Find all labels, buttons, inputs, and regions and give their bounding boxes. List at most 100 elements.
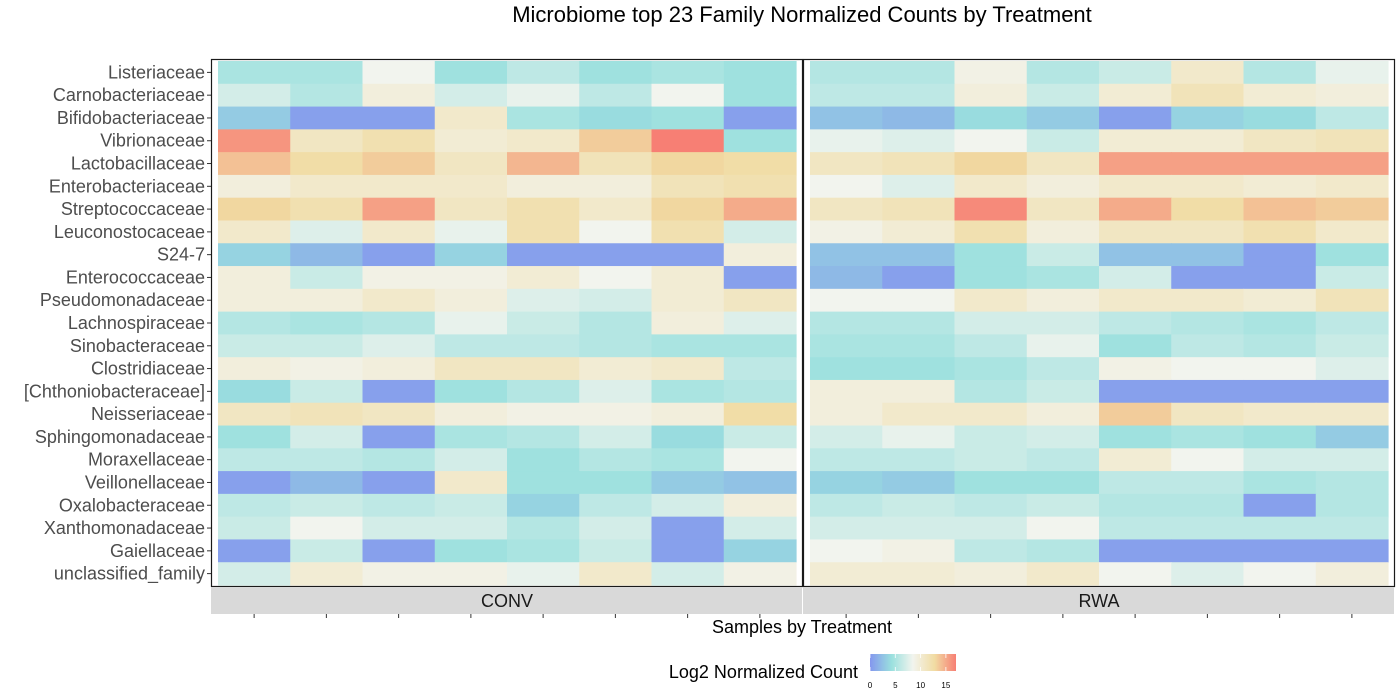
heatmap-cell xyxy=(1315,334,1389,358)
heatmap-cell xyxy=(651,471,725,495)
heatmap-cell xyxy=(1171,152,1245,176)
heatmap-cell xyxy=(434,402,508,427)
heatmap-cell xyxy=(1099,266,1172,290)
heatmap-cell xyxy=(507,152,580,176)
heatmap-cell xyxy=(723,152,797,176)
heatmap-cell xyxy=(1026,379,1100,404)
heatmap-cell xyxy=(579,61,653,85)
heatmap-cell xyxy=(1315,243,1389,267)
heatmap-cell xyxy=(507,334,580,358)
heatmap-cell xyxy=(507,311,580,335)
heatmap-cell xyxy=(1171,493,1245,518)
heatmap-cell xyxy=(1315,425,1389,449)
heatmap-cell xyxy=(507,266,580,290)
heatmap-cell xyxy=(651,152,725,176)
heatmap-cell xyxy=(723,243,797,267)
heatmap-cell xyxy=(954,83,1028,108)
heatmap-cell xyxy=(723,562,797,586)
heatmap-cell xyxy=(1243,243,1317,267)
x-axis-title: Samples by Treatment xyxy=(712,617,892,637)
heatmap-cell xyxy=(579,425,653,449)
heatmap-cell xyxy=(1315,539,1389,563)
heatmap-cell xyxy=(651,174,725,199)
heatmap-cell xyxy=(507,493,580,518)
heatmap-cell xyxy=(290,516,364,541)
legend-title: Log2 Normalized Count xyxy=(669,662,858,682)
heatmap-cell xyxy=(810,243,883,267)
heatmap-cell xyxy=(651,448,725,472)
heatmap-cell xyxy=(810,471,883,495)
heatmap-cell xyxy=(434,334,508,358)
heatmap-cell xyxy=(1243,562,1317,586)
heatmap-cell xyxy=(1099,539,1172,563)
heatmap-cell xyxy=(882,562,956,586)
legend-tick-label: 10 xyxy=(916,681,925,690)
heatmap-cell xyxy=(810,334,883,358)
heatmap-cell xyxy=(290,402,364,427)
heatmap-cell xyxy=(218,539,291,563)
heatmap-cell xyxy=(651,243,725,267)
heatmap-cell xyxy=(954,425,1028,449)
heatmap-cell xyxy=(810,152,883,176)
heatmap-cell xyxy=(1315,220,1389,244)
heatmap-cell xyxy=(810,357,883,381)
heatmap-cell xyxy=(1099,334,1172,358)
heatmap-cell xyxy=(1099,311,1172,335)
heatmap-cell xyxy=(362,539,436,563)
heatmap-cell xyxy=(507,220,580,244)
row-label: S24-7 xyxy=(157,245,205,265)
heatmap-cell xyxy=(362,334,436,358)
heatmap-cell xyxy=(434,288,508,313)
heatmap-cell xyxy=(218,266,291,290)
heatmap-cell xyxy=(810,448,883,472)
heatmap-cell xyxy=(1315,311,1389,335)
row-label: Xanthomonadaceae xyxy=(44,518,205,538)
heatmap-cell xyxy=(434,311,508,335)
heatmap-cell xyxy=(362,197,436,222)
heatmap-cell xyxy=(882,425,956,449)
heatmap-cell xyxy=(1315,288,1389,313)
heatmap-cell xyxy=(1026,174,1100,199)
heatmap-cell xyxy=(651,539,725,563)
heatmap-cell xyxy=(507,516,580,541)
heatmap-cell xyxy=(1099,379,1172,404)
heatmap-cell xyxy=(1243,471,1317,495)
heatmap-cell xyxy=(507,197,580,222)
heatmap-cell xyxy=(434,61,508,85)
heatmap-cell xyxy=(1099,402,1172,427)
heatmap-cell xyxy=(954,174,1028,199)
heatmap-cell xyxy=(362,425,436,449)
heatmap-cell xyxy=(723,220,797,244)
heatmap-cell xyxy=(651,379,725,404)
heatmap-cell xyxy=(507,402,580,427)
heatmap-cell xyxy=(1171,562,1245,586)
heatmap-cell xyxy=(1171,311,1245,335)
heatmap-cell xyxy=(579,288,653,313)
heatmap-cell xyxy=(1243,311,1317,335)
heatmap-cell xyxy=(290,334,364,358)
heatmap-cell xyxy=(1243,379,1317,404)
heatmap-cell xyxy=(1026,288,1100,313)
heatmap-cell xyxy=(723,493,797,518)
heatmap-cell xyxy=(882,471,956,495)
heatmap-cell xyxy=(507,425,580,449)
heatmap-cell xyxy=(218,516,291,541)
heatmap-cell xyxy=(810,61,883,85)
row-label: Listeriaceae xyxy=(108,62,205,82)
heatmap-cell xyxy=(1026,402,1100,427)
heatmap-cell xyxy=(290,562,364,586)
heatmap-cell xyxy=(651,106,725,130)
heatmap-cell xyxy=(290,493,364,518)
heatmap-cell xyxy=(1315,106,1389,130)
row-label: Veillonellaceae xyxy=(85,472,205,492)
heatmap-cell xyxy=(651,197,725,222)
heatmap-cell xyxy=(579,129,653,153)
heatmap-cell xyxy=(954,220,1028,244)
heatmap-cell xyxy=(882,129,956,153)
heatmap-cell xyxy=(723,402,797,427)
heatmap-cell xyxy=(1171,334,1245,358)
heatmap-cell xyxy=(218,83,291,108)
heatmap-cell xyxy=(1243,174,1317,199)
row-label: Carnobacteriaceae xyxy=(53,85,205,105)
heatmap-cell xyxy=(290,539,364,563)
